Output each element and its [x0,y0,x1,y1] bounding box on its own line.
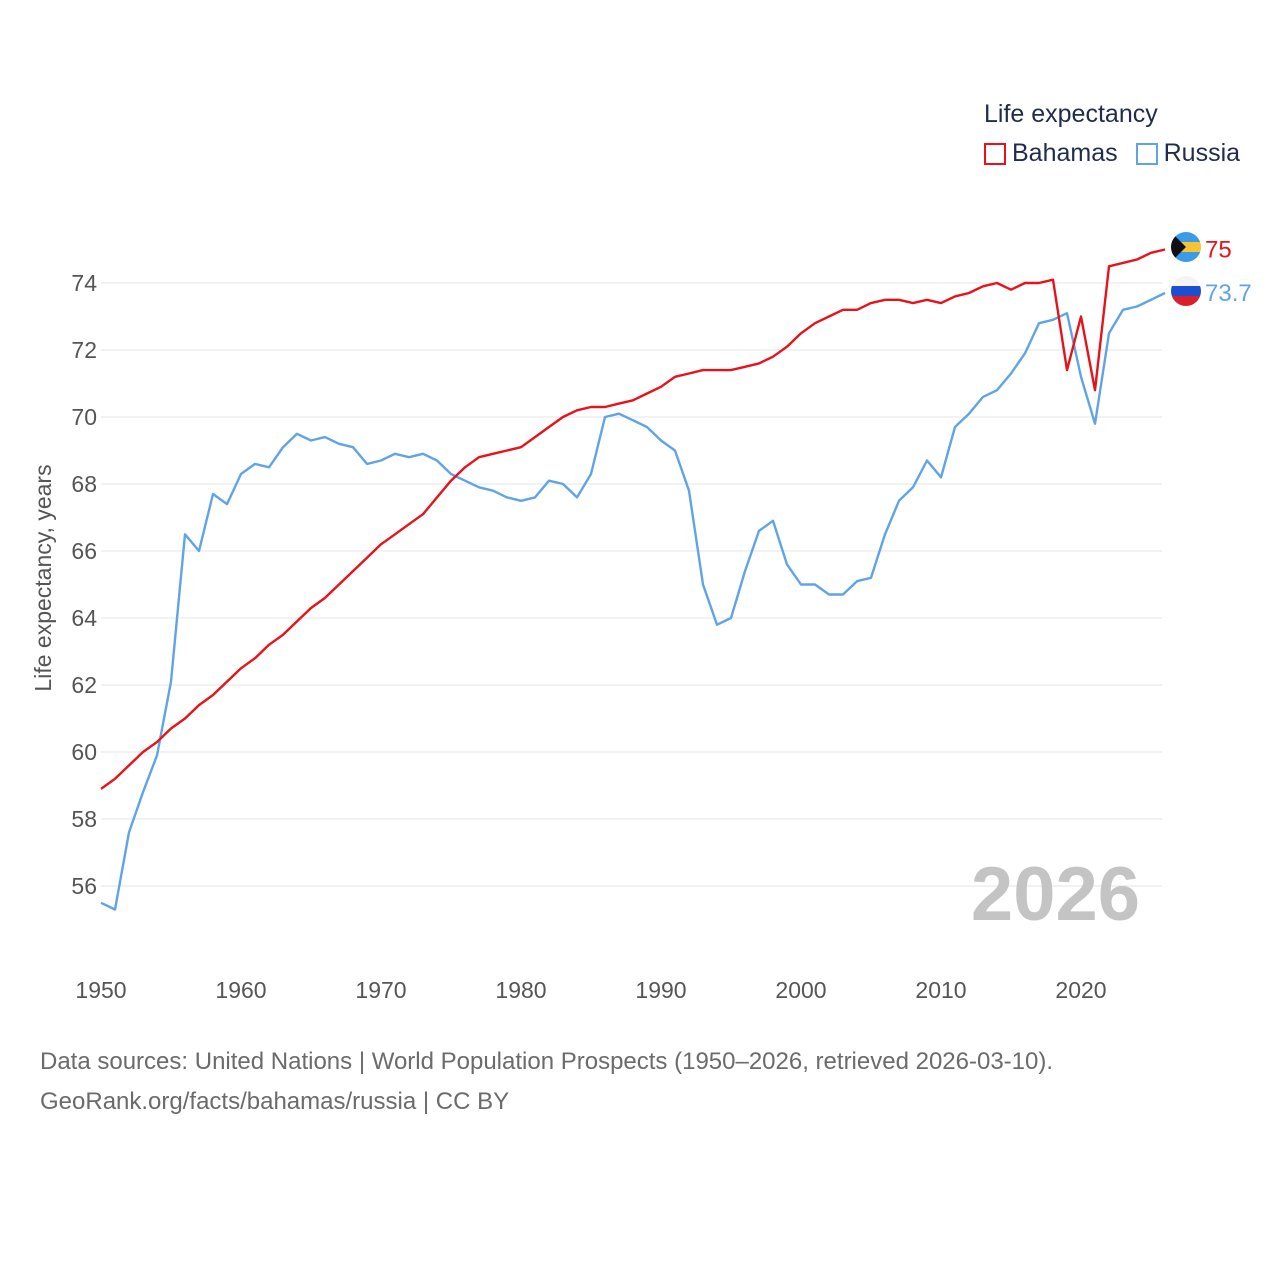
legend-item-russia[interactable]: Russia [1135,139,1241,168]
end-label-russia: 73.7 [1205,280,1252,307]
gridlines [101,282,1162,887]
end-label-bahamas: 75 [1205,237,1232,264]
legend: Life expectancy Bahamas Russia [984,100,1240,168]
legend-label-russia: Russia [1163,139,1241,167]
y-tick-label: 74 [71,270,97,296]
source-note: Data sources: United Nations | World Pop… [40,1042,1053,1122]
x-tick-label: 2000 [775,977,826,1003]
y-tick-label: 68 [71,471,97,497]
x-tick-label: 1970 [355,977,406,1003]
x-tick-label: 1990 [635,977,686,1003]
source-line-2[interactable]: GeoRank.org/facts/bahamas/russia | CC BY [40,1088,510,1115]
x-tick-label: 1980 [495,977,546,1003]
y-tick-label: 64 [71,605,97,631]
legend-item-bahamas[interactable]: Bahamas [984,139,1118,168]
year-watermark: 2026 [971,852,1140,937]
x-tick-label: 1960 [215,977,266,1003]
y-tick-label: 72 [71,337,97,363]
x-tick-label: 2010 [915,977,966,1003]
y-tick-label: 62 [71,672,97,698]
y-tick-label: 56 [71,873,97,899]
series-line-bahamas [100,248,1166,790]
series-line-russia [100,291,1166,911]
y-axis-ticks: 56 58 60 62 64 66 68 70 72 74 [71,270,97,899]
x-tick-label: 2020 [1055,977,1106,1003]
y-tick-label: 60 [71,739,97,765]
source-line-1: Data sources: United Nations | World Pop… [40,1048,1054,1075]
y-tick-label: 58 [71,806,97,832]
y-axis-label: Life expectancy, years [30,464,56,691]
legend-title: Life expectancy [984,100,1158,128]
end-labels: 75 73.7 [1205,237,1252,308]
y-tick-label: 70 [71,404,97,430]
x-tick-label: 1950 [75,977,126,1003]
y-tick-label: 66 [71,538,97,564]
legend-swatch-bahamas [984,142,1006,165]
series-lines [100,248,1166,911]
x-axis-ticks: 1950 1960 1970 1980 1990 2000 2010 2020 [75,977,1106,1003]
bahamas-flag-icon [1171,232,1201,262]
russia-flag-icon [1171,276,1201,306]
legend-swatch-russia [1135,142,1158,165]
legend-label-bahamas: Bahamas [1012,139,1118,167]
